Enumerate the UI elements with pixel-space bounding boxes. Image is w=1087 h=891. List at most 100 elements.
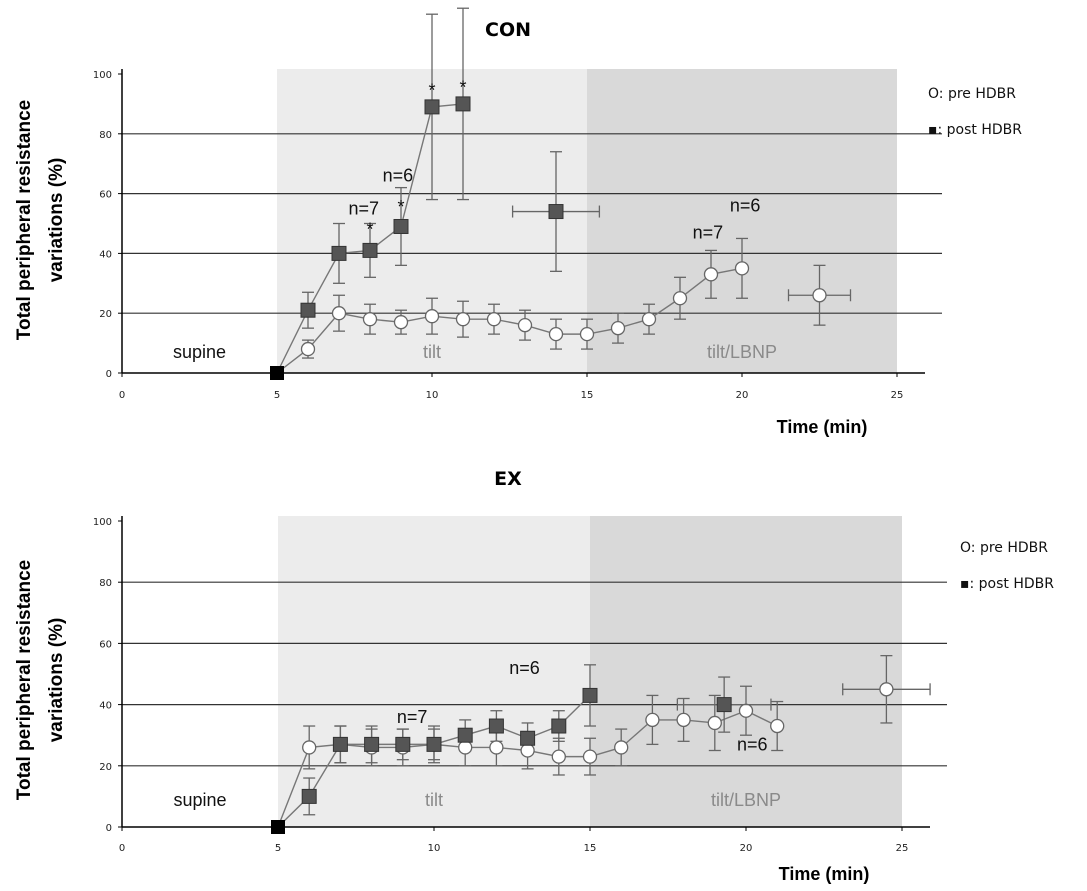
chart-title: EX [494,468,522,490]
n-label: n=6 [383,166,414,186]
n-label: n=6 [737,735,768,755]
y-tick-label: 80 [99,130,112,141]
data-point-post [301,788,317,804]
x-tick-label: 5 [275,843,281,854]
legend-entry-pre: O: pre HDBR [960,540,1048,556]
data-point-pre [610,320,626,336]
data-point-pre [486,312,502,327]
data-point-pre [424,309,440,324]
y-tick-label: 0 [106,823,112,834]
chart-panel-ex: 0 20 40 60 80 100 0 5 10 15 20 25 supine tilt tilt/LBN… [14,468,1054,884]
data-point-pre [579,326,595,342]
y-axis-label-line2: variations (%) [46,158,67,283]
data-point-post [362,242,378,258]
data-point-pre [641,312,657,327]
phase-label: tilt/LBNP [711,790,781,810]
data-point-post [270,366,284,380]
data-point-post [395,736,411,752]
phase-label: supine [173,790,226,810]
significance-star: * [397,197,404,217]
isolated-point-post [716,697,732,713]
data-point-post [455,96,471,112]
data-point-pre [517,318,533,333]
significance-star: * [366,219,373,239]
y-tick-label: 100 [93,517,112,528]
data-point-post [426,736,442,752]
y-tick-label: 100 [93,70,112,81]
data-point-post [551,718,567,734]
data-point-pre [672,291,688,306]
data-point-pre [645,712,660,728]
y-tick-label: 0 [106,369,112,380]
data-point-pre [331,306,347,321]
phase-band-1 [278,516,590,827]
n-label: n=7 [397,707,428,727]
data-point-pre [458,740,473,755]
data-point-pre [614,740,629,755]
isolated-point-pre [812,288,827,303]
data-point-pre [707,715,722,731]
legend-entry-pre: O: pre HDBR [928,86,1016,102]
x-axis-label: Time (min) [779,864,870,884]
isolated-point-pre [879,682,894,697]
isolated-point-post [548,204,564,220]
data-point-pre [455,312,471,327]
data-point-pre [362,312,378,327]
data-point-pre [489,740,504,755]
y-axis-label-line1: Total peripheral resistance [14,560,35,800]
x-tick-label: 25 [891,390,904,401]
data-point-pre [551,749,566,764]
x-tick-label: 0 [119,390,125,401]
y-axis-label-line2: variations (%) [46,618,67,743]
data-point-post [300,302,316,318]
x-tick-label: 20 [740,843,753,854]
data-point-post [332,736,348,752]
legend-entry-post: ▪: post HDBR [960,576,1054,592]
y-axis-label-line1: Total peripheral resistance [14,100,35,340]
data-point-pre [302,740,317,755]
phase-band-2 [587,69,897,373]
y-tick-label: 80 [99,578,112,589]
data-point-pre [676,712,691,728]
series-line-pre [276,267,743,374]
x-axis-label: Time (min) [777,417,868,437]
n-label: n=6 [509,658,540,678]
data-point-pre [393,315,409,330]
x-tick-label: 5 [274,390,280,401]
y-tick-label: 40 [99,249,112,260]
chart-title: CON [485,19,531,41]
y-tick-label: 20 [99,762,112,773]
data-point-post [424,99,440,115]
x-tick-label: 0 [119,843,125,854]
phase-label: supine [173,342,226,362]
x-tick-label: 15 [581,390,594,401]
x-tick-label: 20 [736,390,749,401]
data-point-post [488,718,504,734]
data-point-post [364,736,380,752]
x-tick-label: 15 [584,843,597,854]
data-point-post [331,245,347,261]
chart-panel-con: 0 20 40 60 80 100 0 5 10 15 20 25 supine tilt tilt/LBN… [14,7,1022,437]
x-tick-label: 25 [896,843,909,854]
phase-band-2 [590,516,902,827]
y-tick-label: 20 [99,309,112,320]
n-label: n=7 [349,199,380,219]
y-tick-label: 60 [99,639,112,650]
data-point-post [520,730,536,746]
phase-label: tilt [423,342,441,362]
data-point-post [457,727,473,743]
data-point-pre [520,743,535,758]
significance-star: * [459,77,466,97]
data-point-post [582,687,598,703]
data-point-pre [770,718,785,734]
data-point-pre [703,267,719,282]
data-point-pre [738,703,754,718]
x-tick-label: 10 [426,390,439,401]
data-point-post [393,218,409,234]
data-point-pre [734,261,750,276]
data-point-pre [300,341,316,357]
x-tick-label: 10 [428,843,441,854]
phase-label: tilt/LBNP [707,342,777,362]
phase-label: tilt [425,790,443,810]
